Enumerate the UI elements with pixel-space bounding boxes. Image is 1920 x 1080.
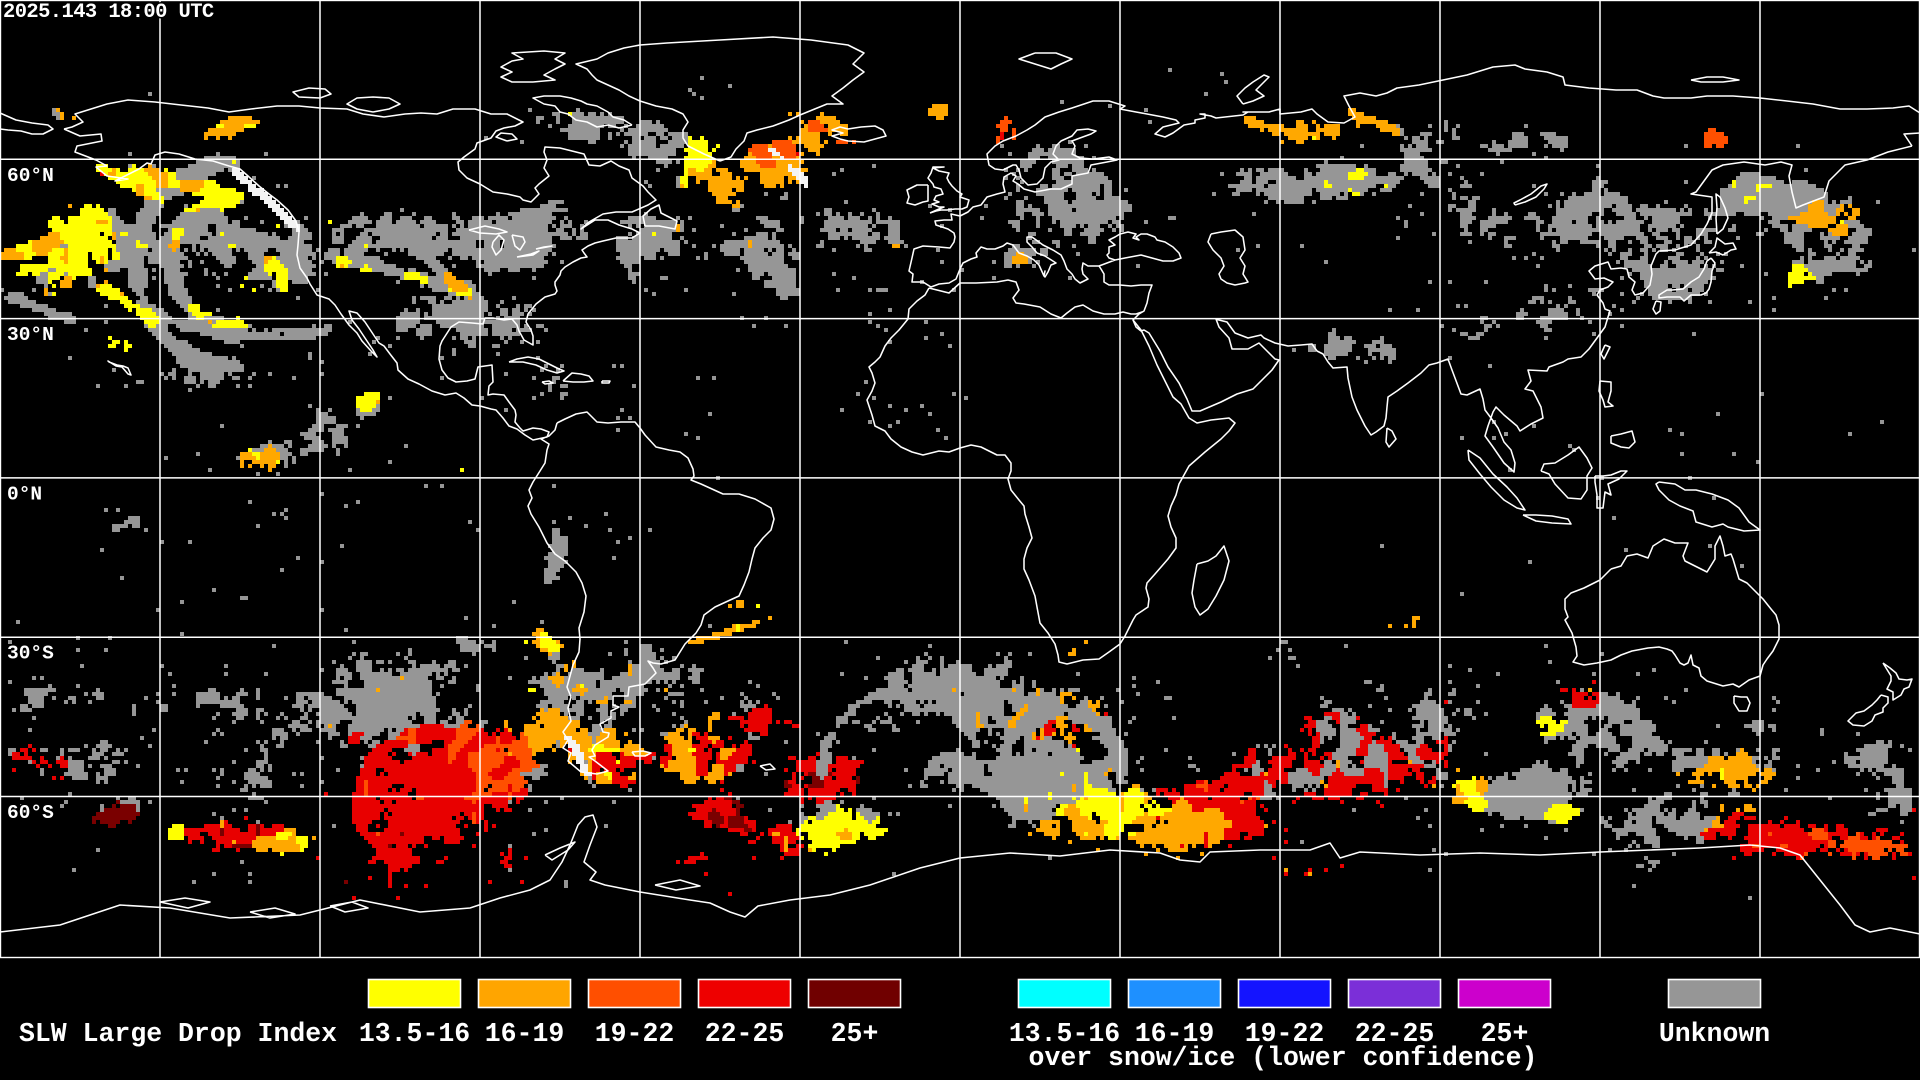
svg-text:60°S: 60°S [7, 802, 54, 824]
svg-text:19-22: 19-22 [595, 1019, 675, 1049]
svg-text:60°N: 60°N [7, 165, 54, 187]
svg-text:13.5-16: 13.5-16 [1009, 1019, 1120, 1049]
svg-text:25+: 25+ [1481, 1019, 1529, 1049]
svg-text:22-25: 22-25 [1355, 1019, 1435, 1049]
svg-text:16-19: 16-19 [1135, 1019, 1215, 1049]
svg-text:over snow/ice (lower confidenc: over snow/ice (lower confidence) [1029, 1043, 1538, 1073]
svg-text:2025.143 18:00 UTC: 2025.143 18:00 UTC [3, 1, 214, 24]
svg-text:19-22: 19-22 [1245, 1019, 1325, 1049]
svg-text:16-19: 16-19 [485, 1019, 565, 1049]
svg-text:22-25: 22-25 [705, 1019, 785, 1049]
svg-text:SLW Large Drop Index: SLW Large Drop Index [19, 1019, 337, 1049]
svg-text:13.5-16: 13.5-16 [359, 1019, 470, 1049]
svg-text:Unknown: Unknown [1659, 1019, 1770, 1049]
svg-text:30°N: 30°N [7, 324, 54, 346]
svg-text:30°S: 30°S [7, 643, 54, 665]
svg-text:25+: 25+ [831, 1019, 879, 1049]
svg-text:0°N: 0°N [7, 483, 42, 505]
